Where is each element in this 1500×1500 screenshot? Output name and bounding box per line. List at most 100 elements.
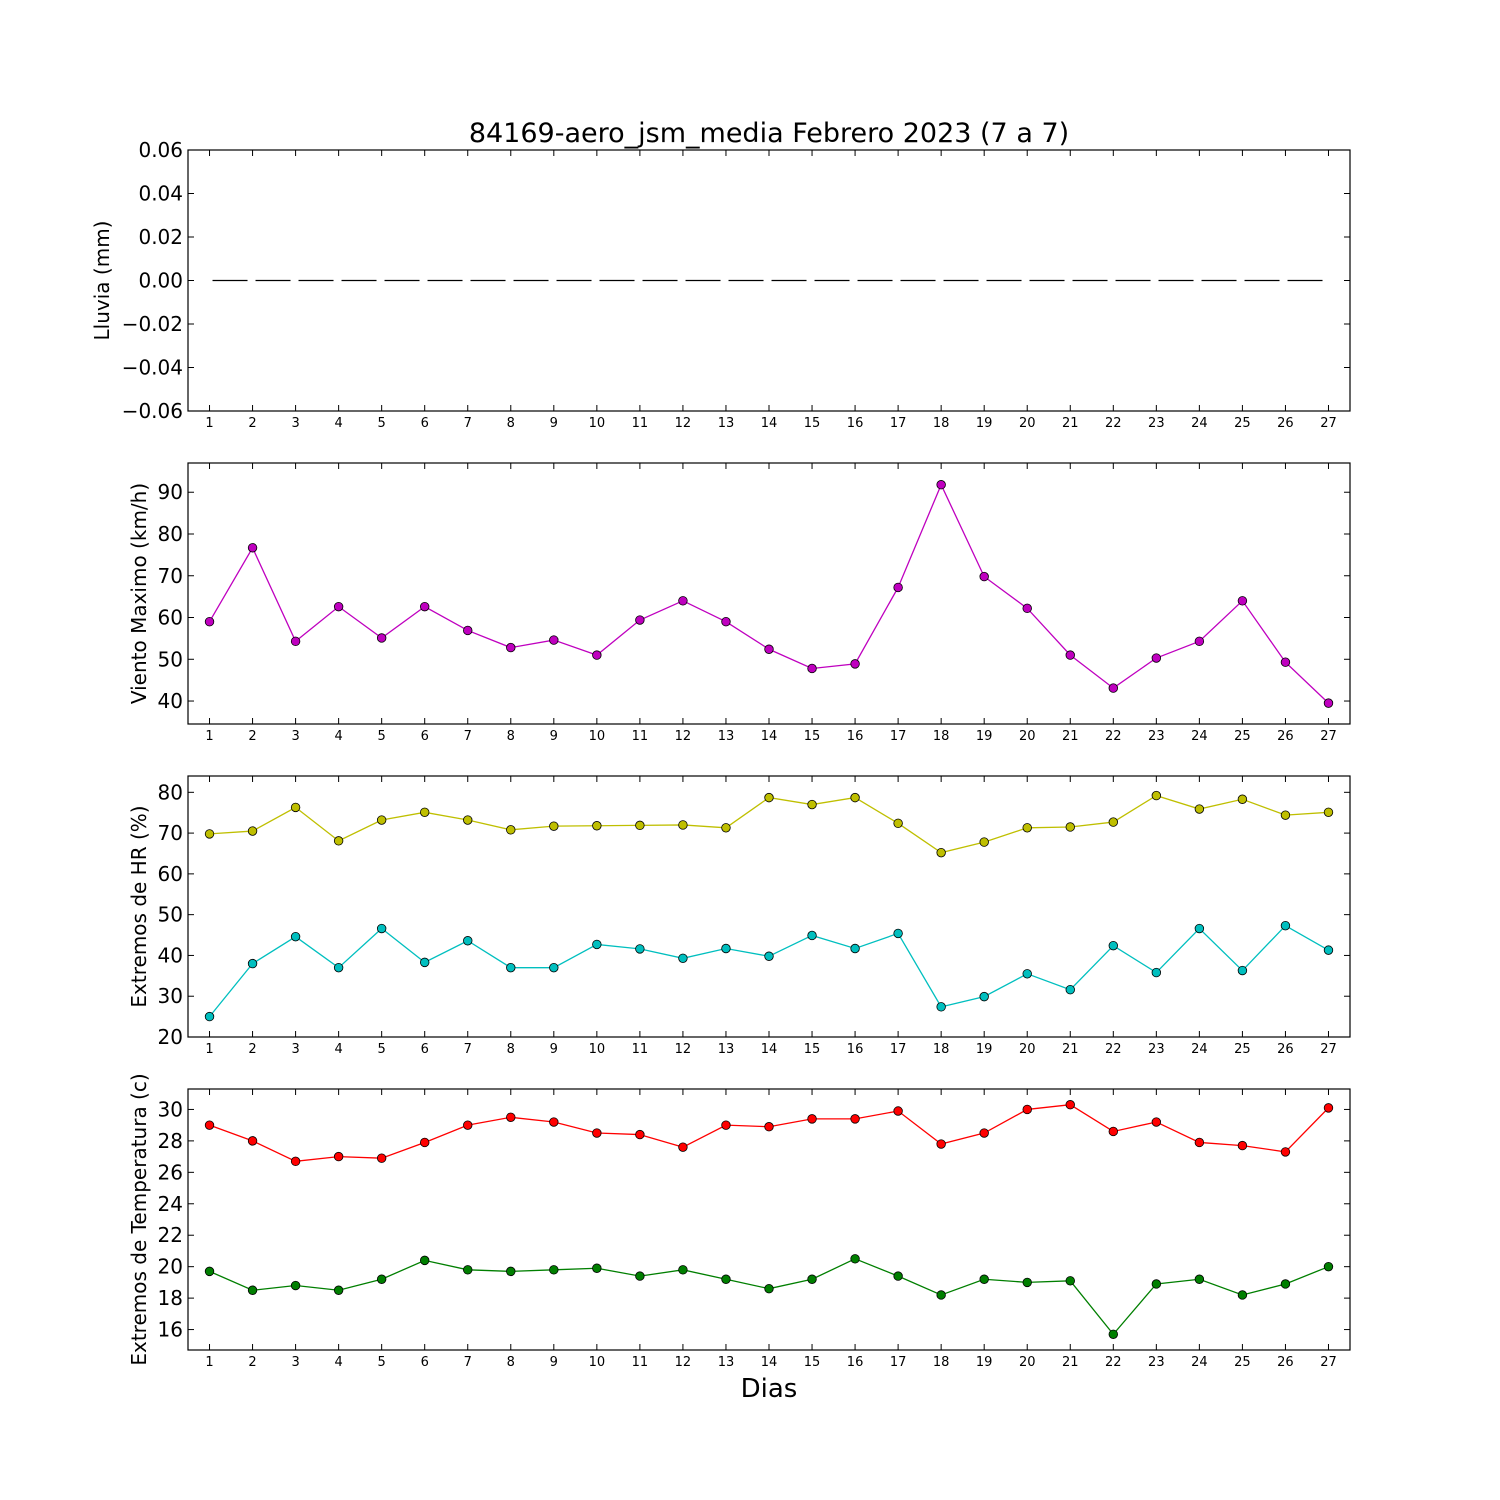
y-tick-label: 26 [158, 1160, 183, 1184]
data-point [420, 807, 430, 817]
x-tick-label: 11 [632, 416, 649, 431]
x-tick-label: 7 [464, 1042, 472, 1057]
data-point [807, 1274, 817, 1284]
data-point [420, 1255, 430, 1266]
data-point [721, 616, 731, 627]
y-tick-label: 30 [158, 984, 183, 1008]
x-tick-label: 12 [675, 729, 692, 744]
data-point [204, 829, 215, 839]
data-point [204, 1120, 215, 1130]
x-tick-label: 3 [291, 1042, 299, 1057]
y-tick-label: 80 [158, 780, 183, 804]
data-point [420, 957, 430, 968]
y-tick-label: 50 [158, 903, 183, 927]
data-point [376, 1153, 387, 1163]
data-point [204, 1011, 215, 1022]
data-point [678, 1265, 688, 1275]
x-tick-label: 5 [378, 729, 386, 744]
x-tick-label: 13 [718, 1355, 735, 1370]
data-point [807, 663, 817, 674]
data-point [1194, 1274, 1205, 1284]
data-point [936, 1139, 946, 1149]
x-tick-label: 6 [421, 416, 429, 431]
data-point [850, 943, 860, 954]
x-tick-label: 14 [761, 1355, 778, 1370]
x-tick-label: 9 [550, 729, 558, 744]
plot-frame [187, 775, 1351, 1038]
x-tick-label: 16 [847, 1042, 864, 1057]
data-point [290, 636, 301, 647]
data-point [1280, 810, 1291, 820]
y-tick-label: 40 [158, 943, 183, 967]
data-point [549, 962, 559, 973]
x-tick-label: 4 [334, 729, 342, 744]
data-point [1065, 650, 1075, 660]
data-point [506, 825, 516, 835]
x-tick-label: 26 [1277, 416, 1294, 431]
y-tick-label: 40 [158, 689, 183, 713]
x-tick-label: 20 [1019, 1355, 1036, 1370]
data-point [1108, 817, 1118, 827]
x-tick-label: 17 [890, 729, 907, 744]
x-tick-label: 23 [1148, 1355, 1165, 1370]
data-point [1323, 807, 1334, 817]
data-point [247, 543, 258, 553]
data-point [376, 923, 387, 934]
data-point [1237, 1140, 1248, 1151]
x-tick-label: 8 [507, 1355, 515, 1370]
data-point [764, 951, 774, 961]
data-point [592, 821, 602, 831]
x-tick-label: 25 [1234, 1042, 1251, 1057]
data-point [1108, 1126, 1118, 1137]
x-tick-label: 21 [1062, 416, 1079, 431]
data-point [936, 1290, 946, 1300]
data-point [1237, 794, 1248, 804]
y-tick-label: 0.00 [138, 269, 183, 293]
data-point [463, 815, 473, 825]
data-point [290, 1156, 301, 1167]
data-point [1022, 603, 1032, 614]
x-tick-label: 15 [804, 729, 821, 744]
x-tick-label: 1 [205, 729, 213, 744]
x-tick-label: 10 [589, 1042, 606, 1057]
x-tick-label: 10 [589, 1355, 606, 1370]
x-tick-label: 3 [291, 1355, 299, 1370]
x-tick-label: 25 [1234, 1355, 1251, 1370]
data-point [893, 582, 903, 593]
y-tick-label: 70 [158, 821, 183, 845]
data-point [506, 1112, 516, 1123]
data-point [1194, 636, 1205, 647]
data-point [678, 820, 688, 830]
x-tick-label: 11 [632, 1042, 649, 1057]
data-point [807, 799, 817, 810]
data-point [936, 1002, 946, 1012]
data-point [979, 991, 989, 1002]
data-point [463, 1265, 473, 1275]
x-tick-label: 23 [1148, 416, 1165, 431]
x-tick-label: 5 [378, 416, 386, 431]
x-tick-label: 18 [933, 416, 950, 431]
x-tick-label: 2 [248, 729, 256, 744]
y-tick-label: 60 [158, 862, 183, 886]
y-tick-label: 20 [158, 1025, 183, 1049]
data-point [764, 644, 774, 654]
data-point [936, 847, 946, 858]
y-tick-label: 24 [158, 1192, 183, 1216]
x-tick-label: 16 [847, 416, 864, 431]
y-tick-label: −0.02 [122, 312, 183, 336]
data-point [1280, 1279, 1291, 1289]
y-tick-label: 70 [158, 564, 183, 588]
data-point [376, 1274, 387, 1284]
plot-frame [187, 149, 1351, 412]
data-point [549, 821, 559, 831]
x-tick-label: 2 [248, 1355, 256, 1370]
data-point [506, 642, 516, 653]
panels-container: 0.060.040.020.00−0.02−0.04−0.061 2 3 4 5 6 7 8 9… [90, 138, 1351, 1370]
data-point [204, 616, 215, 627]
y-axis-label: Viento Maximo (km/h) [127, 483, 151, 704]
x-tick-label: 15 [804, 1042, 821, 1057]
y-tick-label: 20 [158, 1255, 183, 1279]
x-tick-label: 14 [761, 416, 778, 431]
